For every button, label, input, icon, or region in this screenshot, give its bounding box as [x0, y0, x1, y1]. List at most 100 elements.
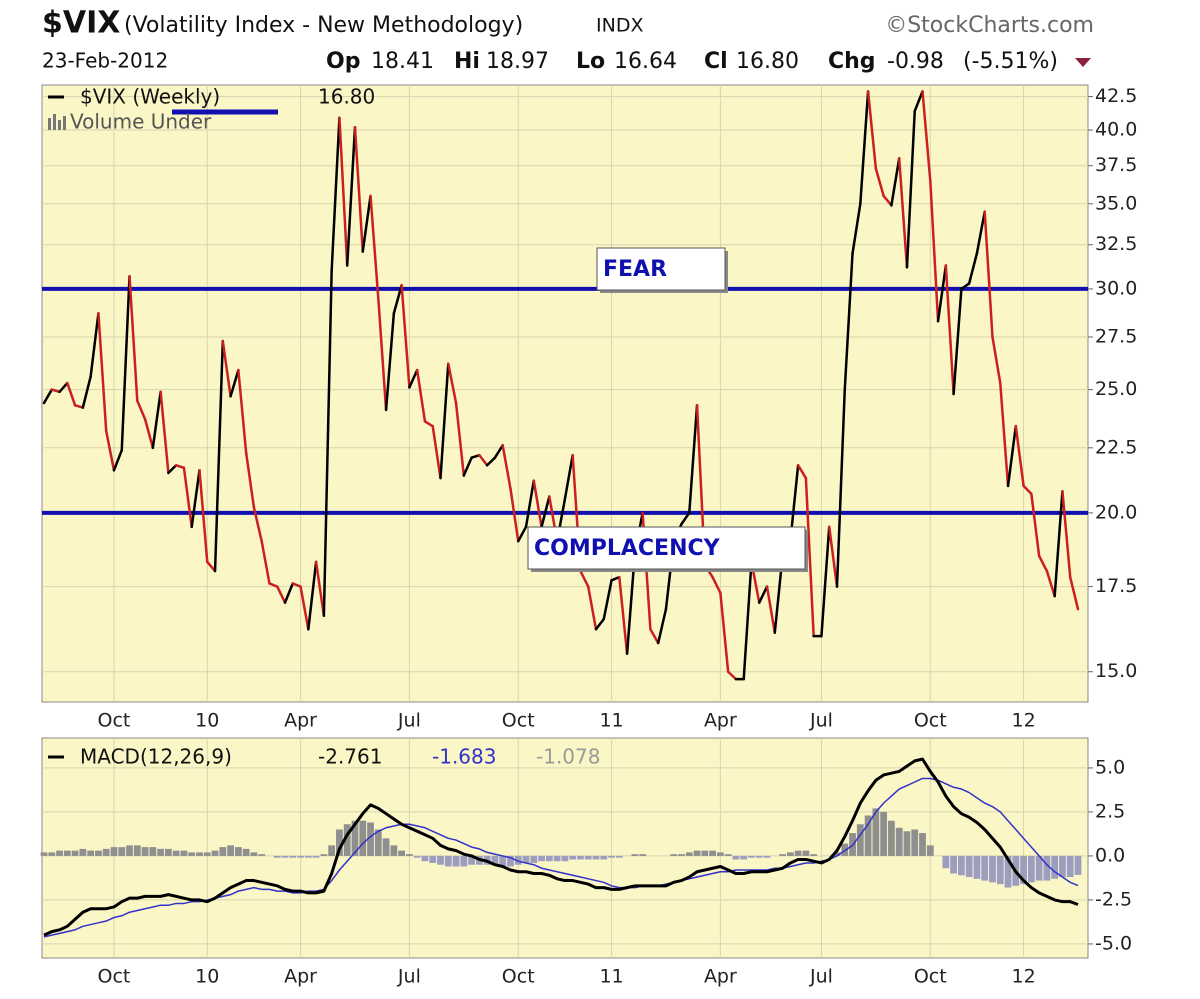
price-segment: [384, 312, 396, 412]
price-segment: [913, 90, 924, 113]
price-segment: [167, 464, 178, 475]
price-segment: [143, 417, 155, 450]
histogram-bar: [234, 847, 242, 856]
price-segment: [796, 464, 808, 480]
histogram-bar: [957, 855, 965, 876]
histogram-bar: [608, 855, 615, 858]
price-segment: [97, 312, 108, 433]
y-tick-label: 25.0: [1095, 378, 1137, 400]
price-segment: [1053, 489, 1064, 598]
histogram-bar: [693, 850, 701, 856]
price-segment: [423, 420, 434, 428]
date: 23-Feb-2012: [42, 49, 168, 73]
y-tick-label: 17.5: [1095, 575, 1137, 597]
histogram-bar: [297, 855, 304, 858]
price-segment: [602, 579, 613, 621]
histogram-bar: [716, 852, 724, 856]
x-tick-label: Apr: [704, 966, 737, 988]
histogram-bar: [359, 820, 367, 856]
signal-value: -1.683: [432, 745, 496, 769]
annotation-label: FEAR: [603, 257, 667, 282]
histogram-bar: [1051, 855, 1059, 879]
price-segment: [291, 582, 302, 588]
histogram-bar: [561, 855, 569, 862]
price-segment: [128, 274, 139, 403]
histogram-bar: [281, 855, 289, 858]
macd-legend: MACD(12,26,9): [80, 745, 232, 769]
histogram-bar: [118, 847, 126, 856]
histogram-bar: [1066, 855, 1074, 878]
histogram-bar: [102, 848, 110, 856]
price-segment: [283, 582, 295, 604]
price-segment: [369, 194, 380, 300]
histogram-bar: [514, 855, 522, 865]
histogram-bar: [250, 852, 258, 856]
histogram-bar: [926, 845, 934, 856]
histogram-bar: [211, 850, 219, 856]
price-segment: [952, 287, 963, 396]
price-segment: [89, 312, 100, 378]
histogram-bar: [615, 855, 623, 858]
price-segment: [252, 506, 263, 543]
price-segment: [174, 464, 186, 470]
y-tick-label: 37.5: [1095, 154, 1137, 176]
price-segment: [454, 401, 466, 477]
price-segment: [1068, 575, 1080, 611]
histogram-bar: [592, 855, 600, 860]
histogram-bar: [188, 852, 196, 856]
histogram-bar: [685, 852, 693, 856]
change-pct: (-5.51%): [963, 49, 1058, 74]
histogram-bar: [724, 854, 732, 856]
y-tick-label: 22.5: [1095, 436, 1137, 458]
histogram-bar: [670, 854, 678, 856]
histogram-bar: [157, 848, 165, 856]
down-arrow: [1075, 58, 1091, 67]
histogram-bar: [133, 845, 141, 856]
price-segment: [462, 456, 473, 477]
x-tick-label: Apr: [284, 966, 317, 988]
histogram-bar: [382, 838, 390, 856]
plot-layer: 15.0 17.5 20.0 22.5 25.0 27.5 30.0 32.5 35.0 37.5…: [40, 84, 1137, 988]
histogram-bar: [553, 855, 561, 862]
price-segment: [275, 585, 287, 604]
price-segment: [50, 388, 61, 394]
index-name: (Volatility Index - New Methodology): [124, 13, 523, 38]
histogram-bar: [507, 855, 514, 867]
histogram-bar: [755, 855, 763, 858]
histogram-bar: [421, 855, 429, 862]
histogram-bar: [522, 855, 530, 863]
price-segment: [260, 539, 271, 585]
histogram-bar: [1020, 855, 1027, 885]
histogram-bar: [390, 845, 398, 856]
price-segment: [944, 264, 955, 396]
histogram-bar: [289, 855, 297, 858]
histogram-bar: [180, 850, 188, 856]
histogram-bar: [538, 855, 545, 862]
y-tick-label: -5.0: [1095, 932, 1132, 954]
change-label: Chg: [828, 49, 876, 74]
histogram-bar: [172, 850, 180, 856]
price-segment: [120, 274, 131, 452]
price-segment: [104, 429, 116, 472]
x-tick-label: Oct: [98, 966, 131, 988]
histogram-bar: [709, 850, 716, 856]
price-segment: [540, 495, 551, 529]
price-segment: [890, 157, 901, 207]
price-segment: [439, 362, 450, 480]
price-segment: [936, 264, 948, 323]
y-tick-label: 2.5: [1095, 800, 1125, 822]
price-segment: [991, 335, 1002, 385]
price-segment: [897, 157, 909, 269]
histogram-bar: [903, 831, 911, 856]
price-segment: [307, 560, 318, 631]
histogram-bar: [888, 820, 895, 856]
price-segment: [330, 116, 341, 273]
price-segment: [400, 284, 411, 389]
histogram-bar: [141, 847, 149, 856]
x-tick-label: Jul: [397, 966, 421, 988]
price-segment: [190, 469, 201, 529]
x-tick-label: Jul: [397, 710, 421, 732]
histogram-bar: [763, 855, 771, 858]
price-segment: [757, 585, 769, 604]
y-tick-label: -2.5: [1095, 888, 1132, 910]
